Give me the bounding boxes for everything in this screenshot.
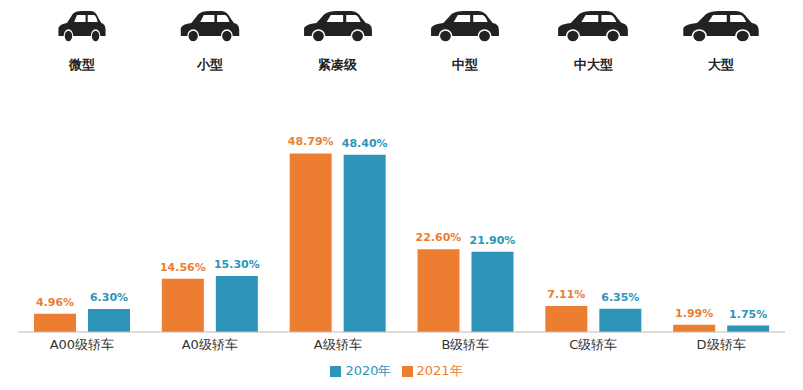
html-text:紧凑级: 紧凑级 [318,57,358,72]
html-text:中型: 中型 [452,57,479,72]
svg-text:48.40%: 48.40% [342,137,388,150]
svg-text:7.11%: 7.11% [547,288,585,301]
svg-text:6.35%: 6.35% [601,291,639,304]
svg-text:B级轿车: B级轿车 [441,337,489,352]
html-text:中大型: 中大型 [573,57,613,72]
svg-text:14.56%: 14.56% [160,261,206,274]
svg-text:21.90%: 21.90% [470,234,516,247]
html-text:小型: 小型 [196,57,223,72]
svg-text:48.79%: 48.79% [288,135,334,148]
html-text:2021年: 2021年 [416,363,463,378]
html-text:2020年: 2020年 [345,363,392,378]
svg-text:15.30%: 15.30% [214,258,260,271]
svg-text:22.60%: 22.60% [416,231,462,244]
svg-text:A0级轿车: A0级轿车 [182,337,238,352]
svg-text:1.99%: 1.99% [675,307,713,320]
svg-text:4.96%: 4.96% [36,296,74,309]
svg-text:6.30%: 6.30% [90,291,128,304]
svg-text:A00级轿车: A00级轿车 [50,337,114,352]
svg-text:D级轿车: D级轿车 [697,337,746,352]
svg-text:A级轿车: A级轿车 [314,337,362,352]
html-text:微型: 微型 [68,57,95,72]
html-text:大型: 大型 [708,57,734,72]
svg-text:1.75%: 1.75% [729,308,767,321]
svg-text:C级轿车: C级轿车 [569,337,617,352]
